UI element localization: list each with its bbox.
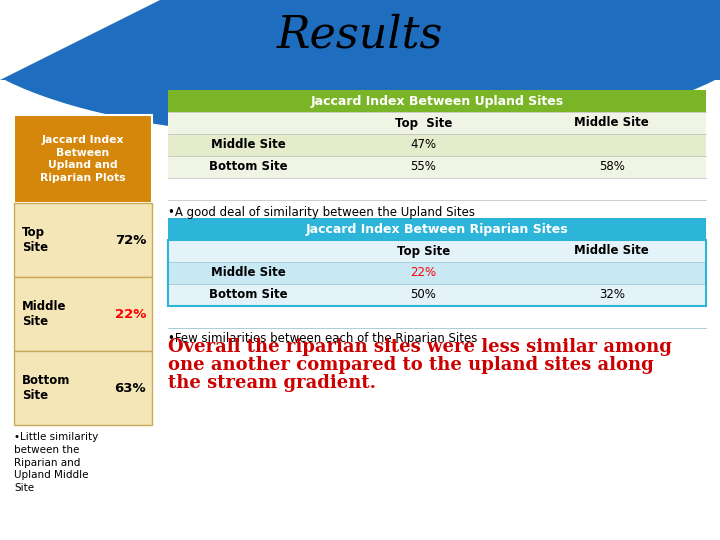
Text: Top  Site: Top Site xyxy=(395,117,452,130)
Ellipse shape xyxy=(0,0,720,140)
Text: Jaccard Index Between Riparian Sites: Jaccard Index Between Riparian Sites xyxy=(306,222,568,235)
Text: 63%: 63% xyxy=(114,381,146,395)
Text: 22%: 22% xyxy=(410,267,436,280)
Text: Middle
Site: Middle Site xyxy=(22,300,66,328)
Text: Middle Site: Middle Site xyxy=(212,138,286,152)
FancyBboxPatch shape xyxy=(14,203,152,277)
Text: Middle Site: Middle Site xyxy=(575,117,649,130)
FancyBboxPatch shape xyxy=(14,115,152,203)
Text: Middle Site: Middle Site xyxy=(212,267,286,280)
FancyBboxPatch shape xyxy=(168,284,706,306)
FancyBboxPatch shape xyxy=(168,240,706,262)
FancyBboxPatch shape xyxy=(0,0,720,80)
FancyBboxPatch shape xyxy=(14,277,152,351)
Text: 47%: 47% xyxy=(410,138,436,152)
FancyBboxPatch shape xyxy=(168,218,706,240)
Text: Results: Results xyxy=(276,14,444,57)
FancyBboxPatch shape xyxy=(14,351,152,425)
Text: •A good deal of similarity between the Upland Sites: •A good deal of similarity between the U… xyxy=(168,206,475,219)
Text: Jaccard Index
Between
Upland and
Riparian Plots: Jaccard Index Between Upland and Riparia… xyxy=(40,136,126,183)
Text: Middle Site: Middle Site xyxy=(575,245,649,258)
FancyBboxPatch shape xyxy=(168,112,706,134)
FancyBboxPatch shape xyxy=(168,90,706,112)
FancyBboxPatch shape xyxy=(168,134,706,156)
Text: Bottom Site: Bottom Site xyxy=(210,160,288,173)
Text: Top Site: Top Site xyxy=(397,245,450,258)
Text: 58%: 58% xyxy=(599,160,625,173)
Text: the stream gradient.: the stream gradient. xyxy=(168,374,376,392)
Text: Top
Site: Top Site xyxy=(22,226,48,254)
FancyBboxPatch shape xyxy=(168,262,706,284)
Text: •Few similarities between each of the Riparian Sites: •Few similarities between each of the Ri… xyxy=(168,332,477,345)
Polygon shape xyxy=(0,0,160,80)
Text: 55%: 55% xyxy=(410,160,436,173)
Text: 22%: 22% xyxy=(114,307,146,321)
Text: 50%: 50% xyxy=(410,288,436,301)
Text: •Little similarity
between the
Riparian and
Upland Middle
Site: •Little similarity between the Riparian … xyxy=(14,432,98,493)
Text: one another compared to the upland sites along: one another compared to the upland sites… xyxy=(168,356,654,374)
Text: Overall the riparian sites were less similar among: Overall the riparian sites were less sim… xyxy=(168,338,672,356)
Text: Bottom Site: Bottom Site xyxy=(210,288,288,301)
Text: Bottom
Site: Bottom Site xyxy=(22,374,71,402)
Text: 72%: 72% xyxy=(114,233,146,246)
Text: 32%: 32% xyxy=(599,288,625,301)
Text: Jaccard Index Between Upland Sites: Jaccard Index Between Upland Sites xyxy=(310,94,564,107)
FancyBboxPatch shape xyxy=(168,156,706,178)
